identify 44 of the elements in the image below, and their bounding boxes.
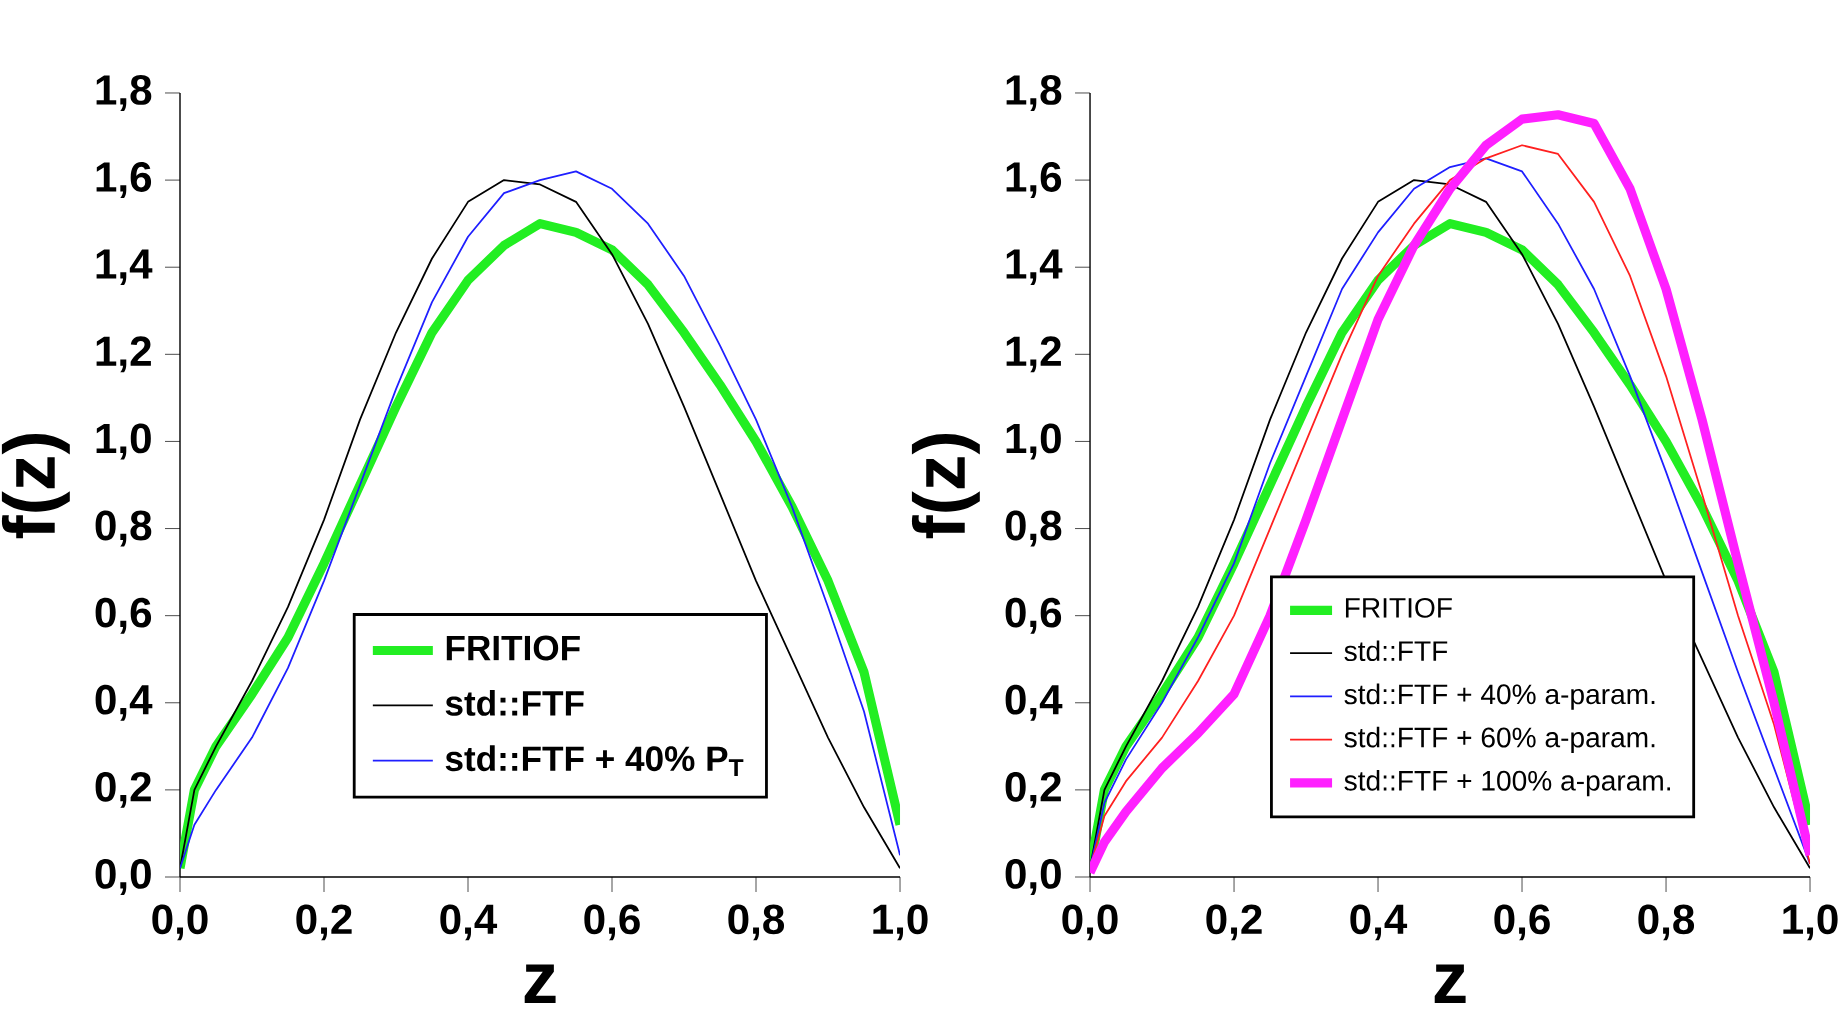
legend-label: std::FTF + 40% a-param. <box>1344 683 1655 710</box>
y-tick-label: 1,6 <box>96 162 152 199</box>
y-tick-label: 1,2 <box>96 336 151 373</box>
y-tick-label: 1,6 <box>1006 162 1062 199</box>
legend-label: std::FTF <box>445 690 584 716</box>
y-tick-label: 1,2 <box>1006 336 1061 373</box>
x-tick-label: 0,4 <box>1350 904 1408 941</box>
y-tick-label: 1,0 <box>1006 423 1061 460</box>
y-tick-label: 0,6 <box>95 597 152 634</box>
y-tick-label: 1,8 <box>96 75 152 111</box>
y-tick-label: 0,8 <box>95 510 152 547</box>
legend-label: std::FTF <box>1344 640 1448 662</box>
x-tick-label: 1,0 <box>1783 904 1838 941</box>
y-tick-label: 0,6 <box>1005 597 1062 634</box>
y-tick-label: 0,2 <box>1005 771 1061 808</box>
x-tick-label: 1,0 <box>873 904 928 941</box>
x-tick-label: 0,0 <box>152 904 208 941</box>
legend-label: std::FTF + 100% a-param. <box>1344 770 1670 797</box>
x-tick-label: 0,6 <box>1494 904 1550 941</box>
y-tick-label: 0,0 <box>95 859 151 895</box>
x-tick-label: 0,8 <box>728 904 785 941</box>
y-tick-label: 0,4 <box>1005 684 1063 721</box>
y-tick-label: 0,0 <box>1005 859 1061 895</box>
y-axis-title: f(z) <box>911 434 980 539</box>
y-tick-label: 1,4 <box>1006 249 1063 285</box>
x-tick-label: 0,2 <box>296 904 352 941</box>
x-tick-label: 0,4 <box>440 904 498 941</box>
x-tick-label: 0,2 <box>1206 904 1262 941</box>
legend-label: FRITIOF <box>1345 597 1452 618</box>
x-axis-title: z <box>524 964 556 1004</box>
x-tick-label: 0,6 <box>584 904 640 941</box>
y-tick-label: 1,8 <box>1006 75 1062 111</box>
legend-label: std::FTF + 60% a-param. <box>1344 726 1655 754</box>
x-tick-label: 0,8 <box>1638 904 1695 941</box>
y-tick-label: 0,2 <box>95 771 151 808</box>
legend-label: std::FTF + 40% P$_{T}$ <box>445 745 744 777</box>
y-tick-label: 1,4 <box>96 249 153 285</box>
x-axis-title: z <box>1434 964 1466 1004</box>
y-tick-label: 1,0 <box>96 423 151 460</box>
x-tick-label: 0,0 <box>1062 904 1118 941</box>
y-tick-label: 0,8 <box>1005 510 1062 547</box>
y-tick-label: 0,4 <box>95 684 153 721</box>
legend-label: FRITIOF <box>446 635 580 661</box>
y-axis-title: f(z) <box>1 434 70 539</box>
